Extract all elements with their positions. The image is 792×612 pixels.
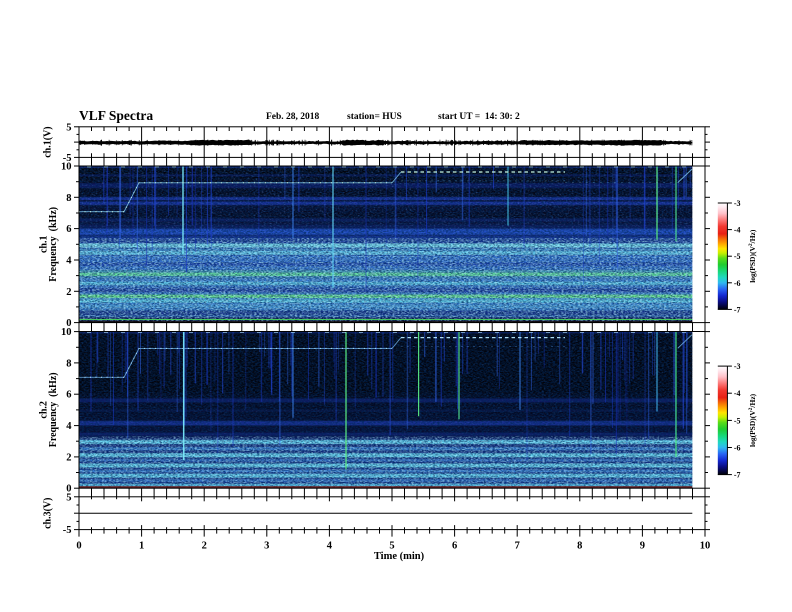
- svg-text:5: 5: [66, 122, 71, 133]
- svg-text:-5: -5: [734, 252, 741, 261]
- svg-text:10: 10: [61, 327, 72, 338]
- svg-text:-5: -5: [63, 153, 72, 164]
- svg-text:6: 6: [452, 541, 457, 552]
- svg-text:ch.3(V): ch.3(V): [43, 498, 54, 529]
- svg-text:2: 2: [202, 541, 207, 552]
- svg-text:-6: -6: [734, 444, 741, 453]
- svg-text:8: 8: [66, 358, 71, 369]
- svg-text:6: 6: [66, 224, 71, 235]
- svg-text:6: 6: [66, 390, 71, 401]
- svg-text:ch.2: ch.2: [39, 401, 50, 419]
- svg-text:-4: -4: [734, 226, 741, 235]
- svg-text:4: 4: [327, 541, 333, 552]
- svg-text:4: 4: [66, 256, 72, 267]
- svg-text:3: 3: [264, 541, 269, 552]
- svg-text:8: 8: [66, 193, 71, 204]
- svg-text:0: 0: [66, 484, 71, 495]
- svg-text:0: 0: [66, 318, 71, 329]
- svg-text:10: 10: [700, 541, 711, 552]
- svg-text:VLF Spectra: VLF Spectra: [79, 108, 153, 123]
- svg-text:-6: -6: [734, 279, 741, 288]
- svg-text:ch.1(V): ch.1(V): [43, 126, 54, 157]
- svg-text:0: 0: [76, 541, 81, 552]
- svg-text:start UT = 14: 30: 2: start UT = 14: 30: 2: [438, 112, 520, 122]
- svg-text:-3: -3: [734, 362, 741, 371]
- svg-text:Time (min): Time (min): [374, 551, 425, 562]
- svg-text:7: 7: [515, 541, 520, 552]
- svg-text:Feb. 28, 2018: Feb. 28, 2018: [266, 112, 320, 122]
- svg-text:5: 5: [66, 492, 71, 503]
- svg-text:-4: -4: [734, 389, 741, 398]
- svg-text:2: 2: [66, 287, 71, 298]
- svg-text:1: 1: [139, 541, 144, 552]
- svg-text:station= HUS: station= HUS: [347, 112, 402, 122]
- svg-text:Frequency (kHz): Frequency (kHz): [48, 207, 59, 282]
- svg-text:log(PSD)(V2/Hz): log(PSD)(V2/Hz): [748, 229, 757, 283]
- svg-text:5: 5: [389, 541, 394, 552]
- svg-text:-7: -7: [734, 471, 741, 480]
- svg-text:Frequency (kHz): Frequency (kHz): [48, 372, 59, 447]
- svg-text:2: 2: [66, 452, 71, 463]
- svg-text:-5: -5: [734, 416, 741, 425]
- svg-text:9: 9: [640, 541, 645, 552]
- svg-text:4: 4: [66, 421, 72, 432]
- svg-text:-3: -3: [734, 199, 741, 208]
- svg-text:ch.1: ch.1: [39, 236, 50, 254]
- svg-text:log(PSD)(V2/Hz): log(PSD)(V2/Hz): [748, 393, 757, 447]
- svg-text:-5: -5: [63, 525, 72, 536]
- svg-text:8: 8: [577, 541, 582, 552]
- svg-text:10: 10: [61, 162, 72, 173]
- svg-text:-7: -7: [734, 305, 741, 314]
